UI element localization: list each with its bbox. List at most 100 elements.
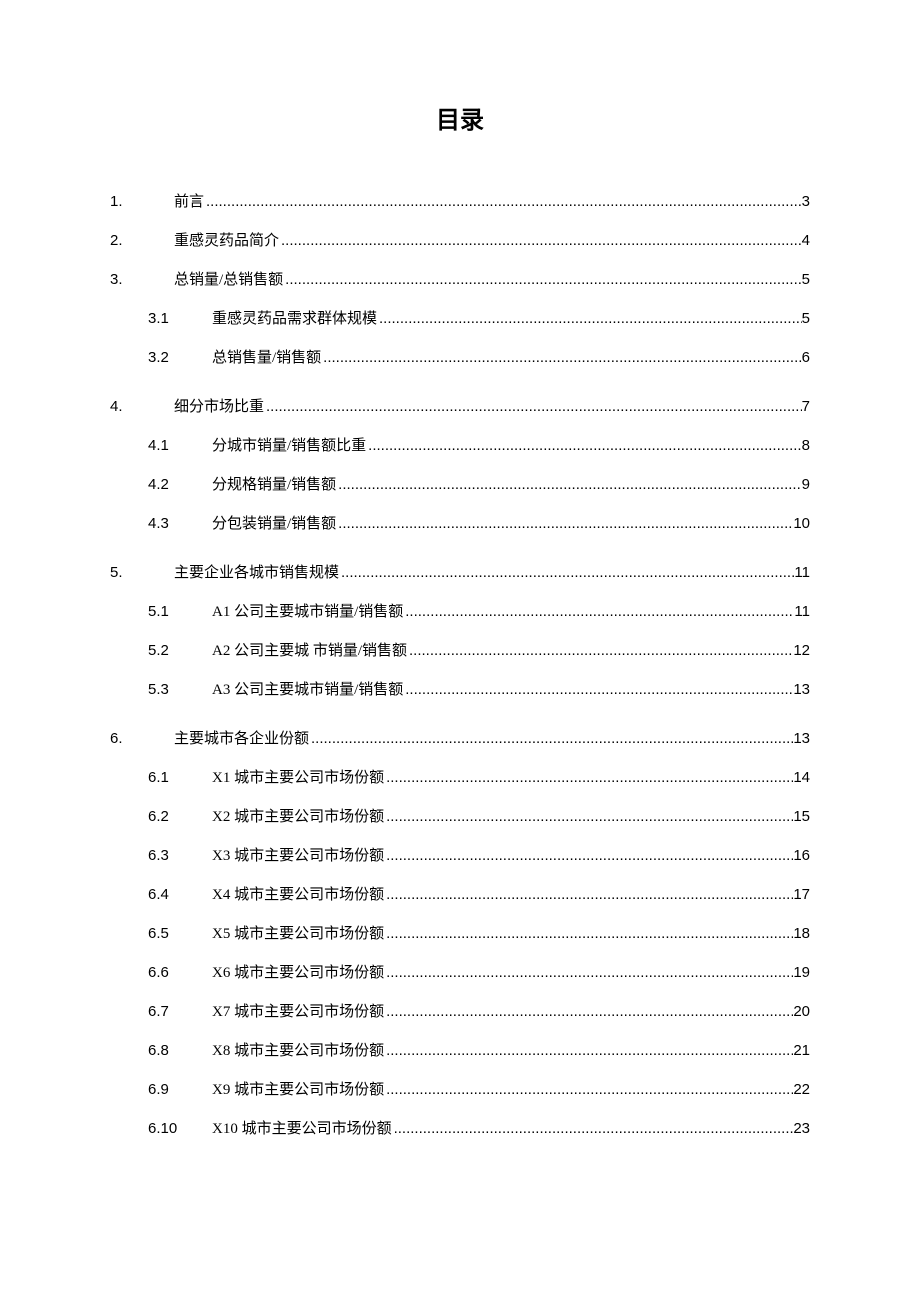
toc-page-number: 12 — [793, 639, 810, 663]
toc-number: 5.1 — [148, 600, 212, 624]
toc-page-number: 15 — [793, 805, 810, 829]
toc-text: 分城市销量/销售额比重 — [212, 434, 366, 458]
toc-page-number: 18 — [793, 922, 810, 946]
toc-leader-dots — [384, 844, 793, 868]
toc-entry: 5.3A3 公司主要城市销量/销售额13 — [148, 678, 810, 702]
section-break — [110, 385, 810, 395]
toc-leader-dots — [392, 1117, 794, 1141]
toc-leader-dots — [336, 512, 793, 536]
toc-text: 总销量/总销售额 — [174, 268, 283, 292]
toc-page-number: 6 — [802, 346, 810, 370]
toc-leader-dots — [283, 268, 801, 292]
toc-leader-dots — [384, 1000, 793, 1024]
section-break — [110, 717, 810, 727]
toc-text: A1 公司主要城市销量/销售额 — [212, 600, 403, 624]
toc-number: 4. — [110, 395, 174, 419]
toc-number: 6.7 — [148, 1000, 212, 1024]
toc-page-number: 9 — [802, 473, 810, 497]
toc-number: 1. — [110, 190, 174, 214]
toc-text: 细分市场比重 — [174, 395, 264, 419]
toc-text: X7 城市主要公司市场份额 — [212, 1000, 384, 1024]
toc-text: 重感灵药品需求群体规模 — [212, 307, 377, 331]
toc-leader-dots — [384, 1039, 793, 1063]
toc-container: 1.前言32.重感灵药品简介43.总销量/总销售额53.1重感灵药品需求群体规模… — [110, 190, 810, 1141]
toc-leader-dots — [279, 229, 802, 253]
toc-page-number: 7 — [802, 395, 810, 419]
toc-entry: 5.2A2 公司主要城 市销量/销售额12 — [148, 639, 810, 663]
toc-page-number: 21 — [793, 1039, 810, 1063]
toc-page-number: 14 — [793, 766, 810, 790]
toc-number: 4.3 — [148, 512, 212, 536]
toc-number: 6.5 — [148, 922, 212, 946]
toc-entry: 6.6X6 城市主要公司市场份额19 — [148, 961, 810, 985]
toc-leader-dots — [384, 805, 793, 829]
toc-entry: 4.3分包装销量/销售额 10 — [148, 512, 810, 536]
toc-text: 重感灵药品简介 — [174, 229, 279, 253]
toc-entry: 6.9X9 城市主要公司市场份额 22 — [148, 1078, 810, 1102]
toc-page-number: 8 — [802, 434, 810, 458]
toc-entry: 3.2总销售量/销售额 6 — [148, 346, 810, 370]
toc-entry: 6.10X10 城市主要公司市场份额23 — [148, 1117, 810, 1141]
toc-page-number: 16 — [793, 844, 810, 868]
toc-number: 3.1 — [148, 307, 212, 331]
toc-entry: 5.主要企业各城市销售规模11 — [110, 561, 810, 585]
toc-number: 3. — [110, 268, 174, 292]
toc-entry: 3.总销量/总销售额 5 — [110, 268, 810, 292]
toc-text: X9 城市主要公司市场份额 — [212, 1078, 384, 1102]
toc-leader-dots — [403, 678, 793, 702]
toc-leader-dots — [309, 727, 793, 751]
toc-entry: 6.2X2 城市主要公司市场份额 15 — [148, 805, 810, 829]
toc-page-number: 11 — [794, 561, 810, 585]
toc-leader-dots — [339, 561, 794, 585]
toc-number: 4.2 — [148, 473, 212, 497]
toc-text: 分规格销量/销售额 — [212, 473, 336, 497]
toc-leader-dots — [407, 639, 793, 663]
toc-page-number: 4 — [802, 229, 810, 253]
toc-page-number: 23 — [793, 1117, 810, 1141]
toc-leader-dots — [384, 922, 793, 946]
toc-entry: 1.前言 3 — [110, 190, 810, 214]
toc-text: X10 城市主要公司市场份额 — [212, 1117, 392, 1141]
toc-text: 前言 — [174, 190, 204, 214]
toc-leader-dots — [403, 600, 794, 624]
toc-page-number: 5 — [802, 307, 810, 331]
toc-text: X4 城市主要公司市场份额 — [212, 883, 384, 907]
toc-entry: 6.8X8 城市主要公司市场份额21 — [148, 1039, 810, 1063]
toc-leader-dots — [377, 307, 802, 331]
toc-entry: 3.1重感灵药品需求群体规模 5 — [148, 307, 810, 331]
toc-number: 6.8 — [148, 1039, 212, 1063]
toc-text: X3 城市主要公司市场份额 — [212, 844, 384, 868]
toc-leader-dots — [384, 1078, 793, 1102]
toc-entry: 6.3X3 城市主要公司市场份额16 — [148, 844, 810, 868]
toc-text: X6 城市主要公司市场份额 — [212, 961, 384, 985]
toc-text: 总销售量/销售额 — [212, 346, 321, 370]
toc-number: 6.1 — [148, 766, 212, 790]
toc-leader-dots — [204, 190, 802, 214]
toc-leader-dots — [366, 434, 801, 458]
toc-page-number: 13 — [793, 678, 810, 702]
toc-text: 主要城市各企业份额 — [174, 727, 309, 751]
toc-leader-dots — [336, 473, 801, 497]
toc-leader-dots — [384, 961, 793, 985]
toc-number: 3.2 — [148, 346, 212, 370]
toc-page-number: 22 — [793, 1078, 810, 1102]
toc-number: 6.9 — [148, 1078, 212, 1102]
toc-entry: 6.主要城市各企业份额13 — [110, 727, 810, 751]
toc-number: 6.2 — [148, 805, 212, 829]
toc-text: X2 城市主要公司市场份额 — [212, 805, 384, 829]
toc-text: 主要企业各城市销售规模 — [174, 561, 339, 585]
toc-page-number: 10 — [793, 512, 810, 536]
toc-leader-dots — [264, 395, 802, 419]
toc-text: 分包装销量/销售额 — [212, 512, 336, 536]
toc-number: 2. — [110, 229, 174, 253]
toc-number: 6.4 — [148, 883, 212, 907]
toc-number: 5.2 — [148, 639, 212, 663]
toc-entry: 5.1A1 公司主要城市销量/销售额11 — [148, 600, 810, 624]
toc-text: X5 城市主要公司市场份额 — [212, 922, 384, 946]
toc-number: 4.1 — [148, 434, 212, 458]
toc-page-number: 5 — [802, 268, 810, 292]
toc-page-number: 19 — [793, 961, 810, 985]
toc-page-number: 3 — [802, 190, 810, 214]
toc-entry: 6.7X7 城市主要公司市场份额20 — [148, 1000, 810, 1024]
toc-entry: 2.重感灵药品简介 4 — [110, 229, 810, 253]
